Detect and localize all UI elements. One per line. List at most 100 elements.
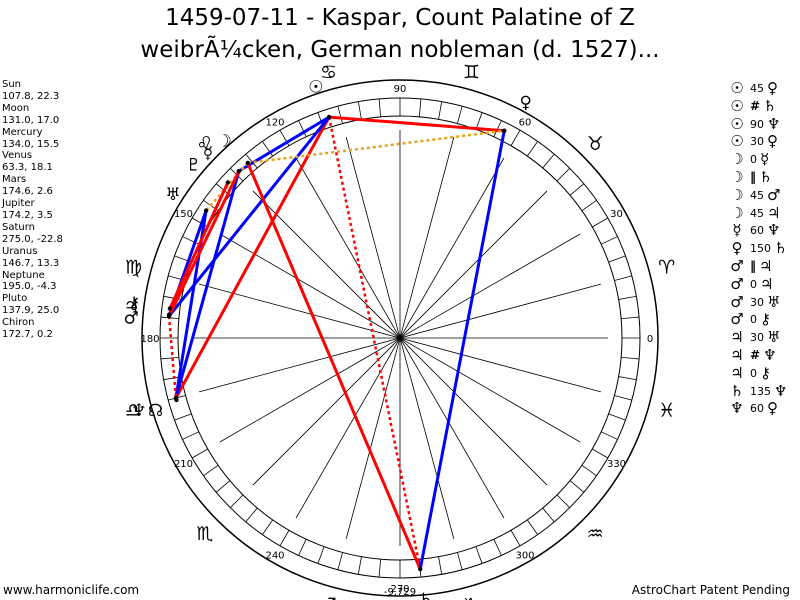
- aspect-planet-2: ♆: [767, 221, 781, 240]
- aspect-angle: 60: [750, 224, 764, 238]
- aspect-planet-1: ☉: [730, 114, 744, 133]
- degree-label: 60: [519, 117, 532, 128]
- aspect-line: [328, 115, 505, 133]
- degree-tick: [438, 101, 443, 120]
- degree-tick: [160, 356, 179, 360]
- aspect-planet-2: ♅: [767, 292, 781, 311]
- position-name: Venus: [2, 150, 33, 162]
- aspect-planet-1: ☉: [730, 96, 744, 115]
- neptune-icon: ♆: [131, 401, 146, 421]
- aspect-planet-1: ♃: [730, 345, 744, 364]
- aspect-angle: 0: [750, 366, 757, 380]
- aspect-planet-2: ♄: [759, 167, 773, 186]
- scorpio-icon: ♏: [196, 523, 213, 545]
- degree-label: 330: [607, 459, 626, 470]
- aspect-symbol: #: [750, 98, 761, 113]
- aspect-row: ♂ 0 ⚷: [728, 311, 787, 329]
- position-value: 131.0, 17.0: [2, 114, 60, 126]
- degree-tick: [592, 448, 609, 459]
- aspect-planet-2: ♀: [767, 79, 778, 97]
- aspect-angle: 0: [750, 313, 757, 327]
- planet-positions-list: Sun 107.8, 22.3 Moon 131.0, 17.0 Mercury 134.…: [2, 79, 63, 341]
- pluto-icon: ♇: [186, 155, 201, 175]
- degree-label: 180: [140, 334, 159, 345]
- planet-marker: [418, 566, 423, 572]
- aspect-row: ☽ ‖ ♄: [728, 167, 787, 187]
- position-name: Uranus: [2, 245, 38, 257]
- degree-tick: [337, 106, 343, 124]
- aspect-planet-1: ♃: [730, 328, 744, 347]
- cancer-icon: ♋: [320, 61, 337, 83]
- bottom-value: -9,729: [384, 587, 416, 598]
- degree-tick: [298, 539, 307, 556]
- chiron-icon: ⚷: [128, 294, 140, 314]
- spoke-line: [198, 283, 602, 393]
- position-value: 134.0, 15.5: [2, 138, 60, 150]
- aspect-planet-1: ♂: [730, 292, 744, 311]
- aspect-angle: 45: [750, 82, 764, 95]
- degree-label: 90: [394, 84, 407, 95]
- aspect-row: ☉ 90 ♆: [728, 114, 787, 134]
- aspect-planet-2: ♆: [767, 114, 781, 133]
- saturn-icon: ♄: [418, 590, 433, 600]
- gemini-icon: ♊: [463, 61, 480, 83]
- jupiter-icon: ♃: [124, 297, 139, 317]
- aspect-planet-2: ☿: [760, 150, 770, 169]
- aspect-line: [174, 116, 331, 399]
- aspect-planet-2: ♃: [767, 203, 781, 222]
- position-name: Saturn: [2, 221, 36, 233]
- aspect-planet-2: ♄: [763, 96, 777, 115]
- degree-tick: [581, 200, 597, 211]
- aspect-angle: 45: [750, 188, 764, 202]
- degree-tick: [601, 236, 618, 245]
- degree-tick: [493, 539, 502, 556]
- aspect-row: ☽ 45 ♂: [728, 186, 787, 205]
- degree-tick: [457, 552, 463, 570]
- aspect-row: ♃ 30 ♅: [728, 328, 787, 347]
- aspect-planet-1: ♃: [730, 363, 744, 382]
- degree-tick: [203, 465, 219, 476]
- degree-tick: [230, 494, 244, 508]
- aspect-planet-2: ♃: [760, 274, 774, 293]
- degree-tick: [592, 217, 609, 228]
- position-name: Moon: [2, 102, 30, 114]
- degree-tick: [614, 395, 632, 401]
- aspect-angle: 30: [750, 295, 764, 309]
- degree-label: 30: [610, 209, 623, 220]
- degree-tick: [556, 168, 570, 182]
- aspect-line: [247, 129, 505, 165]
- aspect-row: ♄ 135 ♆: [728, 382, 787, 401]
- aspect-angle: 45: [750, 206, 764, 220]
- degree-tick: [569, 480, 585, 493]
- aspect-angle: 150: [750, 242, 771, 256]
- aspect-line: [418, 130, 506, 570]
- aspect-row: ☉ # ♄: [728, 96, 787, 116]
- aspect-planet-2: ♆: [763, 345, 777, 364]
- aspect-planet-2: ⚷: [760, 363, 771, 382]
- planet-marker: [174, 397, 179, 403]
- aspect-line: [167, 170, 241, 317]
- position-name: Pluto: [2, 293, 28, 305]
- mercury-icon: ☿: [203, 144, 213, 164]
- aspect-planet-1: ☽: [730, 203, 744, 222]
- libra-icon: ♎: [125, 399, 142, 421]
- degree-tick: [621, 316, 640, 320]
- aspect-planet-1: ☉: [730, 132, 744, 151]
- aspect-planet-1: ♂: [730, 256, 744, 275]
- position-value: 146.7, 13.3: [2, 257, 60, 269]
- aspect-grid: ☉ 45 ♀ ☉ # ♄ ☉ 90 ♆ ☉ 30 ♀ ☽ 0 ☿ ☽ ‖ ♄ ☽ 45 ♂ ☽ 45 ♃ ☿ 60 ♆ ♀ 150 ♄ ♂ ‖…: [728, 79, 787, 418]
- degree-tick: [527, 519, 538, 535]
- degree-tick: [475, 546, 483, 564]
- aries-icon: ♈: [658, 257, 675, 279]
- north-node-icon: ☊: [148, 401, 163, 421]
- patent-notice: AstroChart Patent Pending: [631, 583, 790, 597]
- aspect-planet-2: ♀: [767, 132, 778, 151]
- taurus-icon: ♉: [587, 133, 604, 155]
- aspect-planet-1: ☽: [730, 167, 744, 186]
- planet-marker: [167, 306, 173, 311]
- planet-marker: [502, 128, 507, 133]
- position-name: Mercury: [2, 126, 43, 138]
- aspect-line: [168, 181, 230, 310]
